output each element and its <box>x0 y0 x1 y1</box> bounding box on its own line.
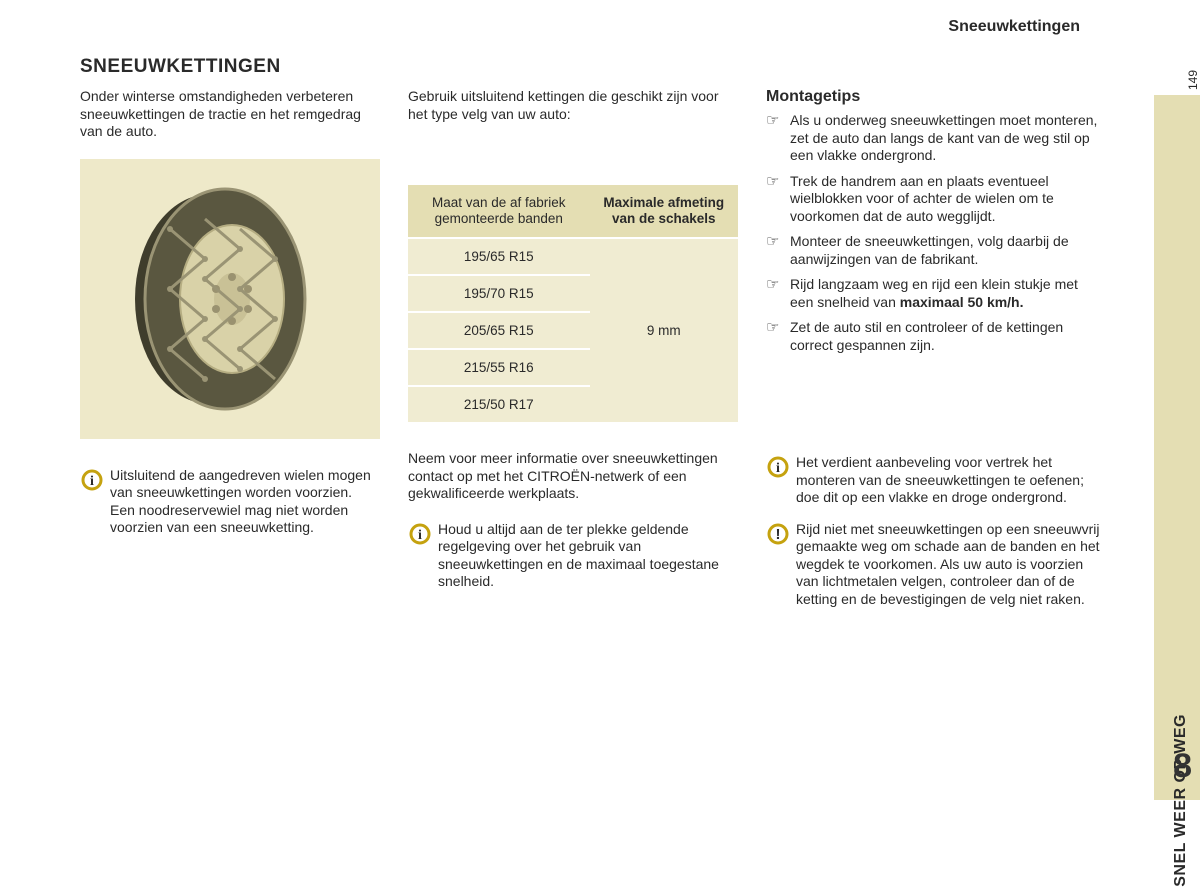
pointer-icon: ☞ <box>766 276 782 311</box>
column-right: Montagetips ☞Als u onderweg sneeuwkettin… <box>766 88 1100 622</box>
info-note-mid: i Houd u altijd aan de ter plekke gelden… <box>408 521 738 591</box>
warning-icon: ! <box>766 522 790 546</box>
table-row: 195/65 R15 9 mm <box>408 238 738 275</box>
table-cell: 9 mm <box>590 238 739 422</box>
intro-mid: Gebruik uitsluitend kettingen die geschi… <box>408 88 738 123</box>
chapter-number: 8 <box>1173 747 1192 786</box>
chapter-label: SNEL WEER OP WEG <box>1172 714 1190 887</box>
table-cell: 195/65 R15 <box>408 238 590 275</box>
mid-paragraph: Neem voor meer informatie over sneeuwket… <box>408 450 738 503</box>
info-icon: i <box>408 522 432 546</box>
table-cell: 195/70 R15 <box>408 275 590 312</box>
svg-text:!: ! <box>776 526 781 543</box>
svg-text:i: i <box>776 461 780 476</box>
table-cell: 215/50 R17 <box>408 386 590 422</box>
pointer-icon: ☞ <box>766 319 782 354</box>
intro-left: Onder winterse omstandigheden verbeteren… <box>80 88 380 141</box>
tip-text: Zet de auto stil en controleer of de ket… <box>790 319 1100 354</box>
tips-list: ☞Als u onderweg sneeuwkettingen moet mon… <box>766 112 1100 354</box>
section-header: Sneeuwkettingen <box>80 18 1100 36</box>
list-item: ☞Als u onderweg sneeuwkettingen moet mon… <box>766 112 1100 165</box>
chapter-tab <box>1154 95 1200 800</box>
info-note-right: i Het verdient aanbeveling voor vertrek … <box>766 454 1100 507</box>
info-note-mid-text: Houd u altijd aan de ter plekke geldende… <box>438 521 738 591</box>
pointer-icon: ☞ <box>766 173 782 226</box>
pointer-icon: ☞ <box>766 112 782 165</box>
tips-title: Montagetips <box>766 88 1100 106</box>
list-item: ☞Monteer de sneeuwkettingen, volg daarbi… <box>766 233 1100 268</box>
tip-text: Trek de handrem aan en plaats eventueel … <box>790 173 1100 226</box>
tire-size-table: Maat van de af fabriek gemonteerde bande… <box>408 185 738 422</box>
pointer-icon: ☞ <box>766 233 782 268</box>
column-middle: Gebruik uitsluitend kettingen die geschi… <box>408 88 738 622</box>
table-cell: 215/55 R16 <box>408 349 590 386</box>
info-icon: i <box>80 468 104 492</box>
table-header-1: Maat van de af fabriek gemonteerde bande… <box>408 185 590 238</box>
tire-with-chains-icon <box>110 179 350 419</box>
warn-note-right: ! Rijd niet met sneeuwkettingen op een s… <box>766 521 1100 609</box>
page-content: Sneeuwkettingen SNEEUWKETTINGEN Onder wi… <box>0 0 1140 642</box>
page-number: 149 <box>1186 70 1200 90</box>
svg-text:i: i <box>418 528 422 543</box>
tire-illustration <box>80 159 380 439</box>
tip-text: Als u onderweg sneeuwkettingen moet mont… <box>790 112 1100 165</box>
list-item: ☞Zet de auto stil en controleer of de ke… <box>766 319 1100 354</box>
page-title: SNEEUWKETTINGEN <box>80 56 1100 78</box>
table-header-2: Maximale afmeting van de schakels <box>590 185 739 238</box>
table-cell: 205/65 R15 <box>408 312 590 349</box>
info-note-left-text: Uitsluitend de aangedreven wielen mogen … <box>110 467 380 537</box>
info-note-left: i Uitsluitend de aangedreven wielen moge… <box>80 467 380 537</box>
svg-text:i: i <box>90 474 94 489</box>
tip-text: Monteer de sneeuwkettingen, volg daarbij… <box>790 233 1100 268</box>
column-left: Onder winterse omstandigheden verbeteren… <box>80 88 380 622</box>
info-icon: i <box>766 455 790 479</box>
tip-text: Rijd langzaam weg en rijd een klein stuk… <box>790 276 1100 311</box>
warn-note-right-text: Rijd niet met sneeuwkettingen op een sne… <box>796 521 1100 609</box>
list-item: ☞Trek de handrem aan en plaats eventueel… <box>766 173 1100 226</box>
list-item: ☞Rijd langzaam weg en rijd een klein stu… <box>766 276 1100 311</box>
info-note-right-text: Het verdient aanbeveling voor vertrek he… <box>796 454 1100 507</box>
